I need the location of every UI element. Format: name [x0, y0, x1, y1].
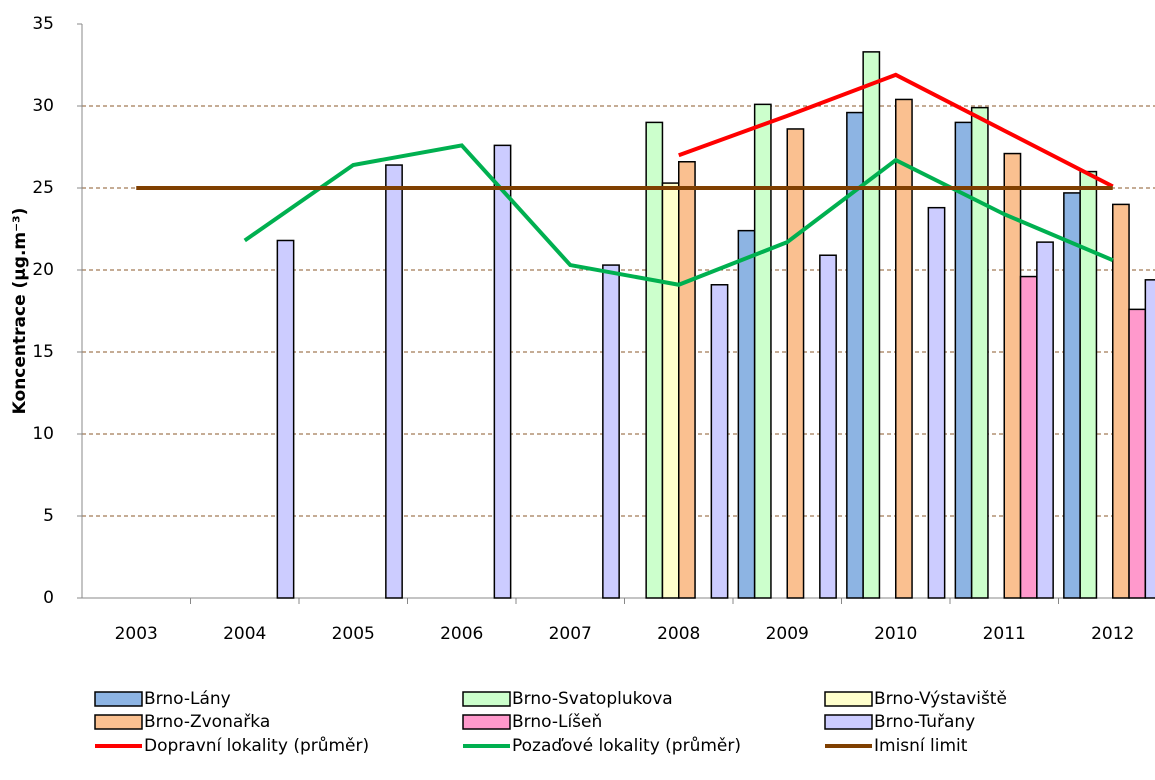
- x-tick-label: 2012: [1091, 624, 1134, 644]
- y-tick-label: 15: [32, 342, 54, 362]
- line: [678, 72, 1114, 189]
- legend-swatch: [462, 691, 511, 707]
- bar: [1112, 203, 1130, 599]
- legend-swatch: [824, 691, 873, 707]
- x-tick-label: 2006: [440, 624, 483, 644]
- legend-label: Imisní limit: [874, 736, 968, 756]
- bar: [895, 98, 913, 599]
- legend-label: Brno-Výstaviště: [874, 689, 1007, 709]
- bar: [661, 182, 680, 599]
- legend-swatch: [462, 714, 511, 730]
- x-tick-label: 2010: [874, 624, 917, 644]
- bar: [786, 128, 805, 599]
- bar: [1036, 241, 1054, 599]
- y-tick-label: 25: [32, 178, 54, 198]
- y-tick-label: 30: [32, 96, 54, 116]
- y-tick-label: 0: [43, 588, 54, 608]
- x-tick-label: 2003: [115, 624, 158, 644]
- bar: [1144, 279, 1155, 599]
- legend-label: Brno-Tuřany: [874, 712, 975, 732]
- y-tick-label: 10: [32, 424, 54, 444]
- x-tick-label: 2004: [223, 624, 266, 644]
- legend-swatch: [94, 691, 143, 707]
- x-tick-label: 2008: [657, 624, 700, 644]
- bar: [862, 51, 881, 599]
- bar: [602, 264, 620, 599]
- bar: [385, 164, 403, 599]
- bar: [927, 206, 946, 599]
- bar: [1079, 170, 1098, 599]
- legend-label: Brno-Lány: [144, 689, 231, 709]
- legend-swatch: [94, 714, 143, 730]
- y-tick-label: 35: [32, 14, 54, 34]
- y-tick-label: 5: [43, 506, 54, 526]
- bar: [678, 161, 696, 599]
- bar: [1128, 308, 1147, 599]
- bar: [970, 106, 989, 599]
- y-tick-label: 20: [32, 260, 54, 280]
- x-tick-label: 2011: [983, 624, 1026, 644]
- bar: [753, 103, 772, 599]
- legend-label: Brno-Zvonařka: [144, 712, 270, 732]
- x-tick-label: 2009: [766, 624, 809, 644]
- bar: [645, 121, 664, 599]
- y-axis-label: Koncentrace (µg.m⁻³): [10, 208, 30, 415]
- x-tick-label: 2007: [549, 624, 592, 644]
- legend-label: Brno-Líšeň: [512, 712, 602, 732]
- legend-label: Pozaďové lokality (průměr): [512, 736, 741, 756]
- legend-label: Dopravní lokality (průměr): [144, 736, 369, 756]
- bar: [276, 239, 295, 599]
- x-tick-label: 2005: [332, 624, 375, 644]
- line: [243, 143, 1114, 287]
- bar: [493, 144, 512, 599]
- legend-swatch: [824, 714, 873, 730]
- bar: [819, 254, 837, 599]
- bar: [710, 284, 729, 599]
- bar: [737, 229, 756, 599]
- bar: [1019, 275, 1038, 599]
- bar: [1063, 192, 1081, 599]
- legend-label: Brno-Svatoplukova: [512, 689, 673, 709]
